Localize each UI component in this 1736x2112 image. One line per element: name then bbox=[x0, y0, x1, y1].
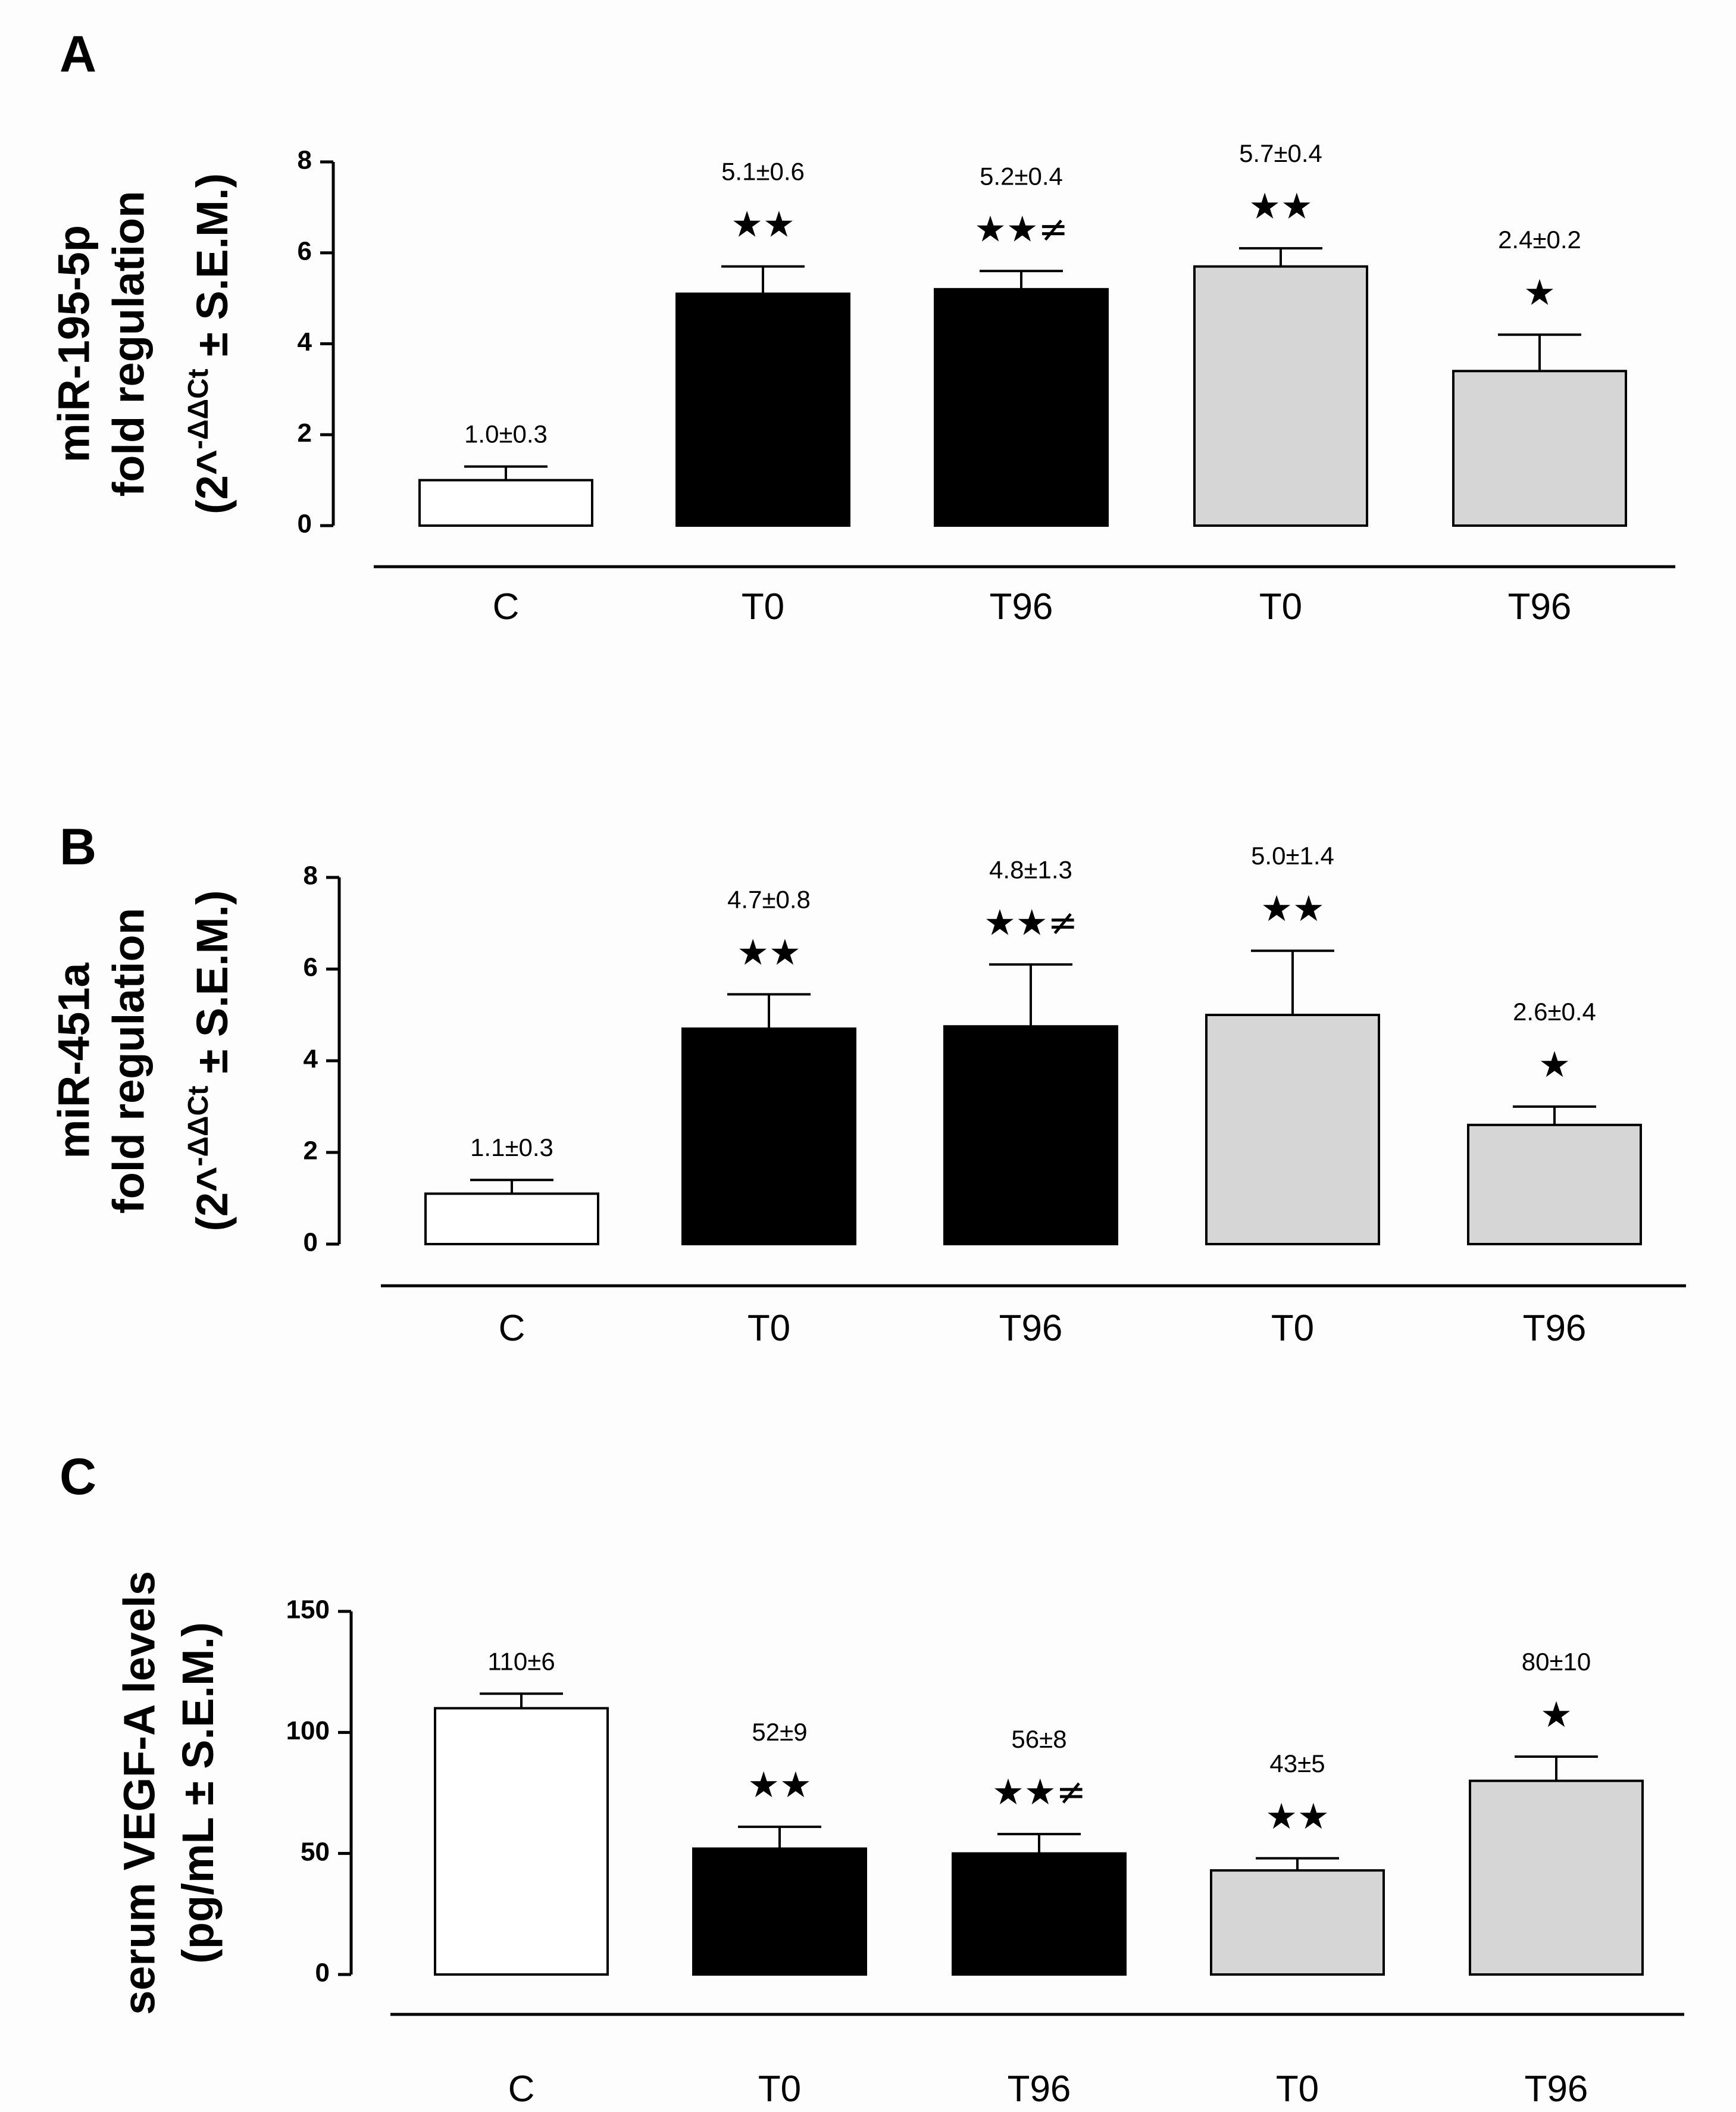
y-axis-unit: (2^-ΔΔCt ± S.E.M.) bbox=[183, 890, 237, 1231]
significance-marker: ★★ bbox=[747, 1764, 812, 1806]
y-tick-label: 6 bbox=[304, 953, 318, 982]
category-label: C bbox=[499, 1308, 526, 1349]
data-label: 43±5 bbox=[1269, 1749, 1325, 1777]
y-axis-label: miR-195-5p bbox=[49, 225, 99, 463]
significance-marker: ★★≠ bbox=[992, 1772, 1086, 1813]
significance-marker: ★ bbox=[1538, 1044, 1571, 1086]
y-tick-label: 4 bbox=[304, 1045, 318, 1074]
significance-marker: ★★≠ bbox=[974, 208, 1068, 250]
category-label: T0 bbox=[747, 1308, 790, 1349]
category-label: T0 bbox=[1259, 586, 1302, 627]
bar bbox=[952, 1852, 1127, 1976]
category-label: T96 bbox=[990, 586, 1053, 627]
data-label: 5.2±0.4 bbox=[980, 162, 1063, 190]
data-label: 56±8 bbox=[1011, 1725, 1066, 1753]
bar bbox=[1193, 265, 1368, 527]
y-tick-label: 2 bbox=[304, 1136, 318, 1166]
data-label: 2.4±0.2 bbox=[1498, 226, 1581, 254]
category-label: T96 bbox=[1008, 2069, 1071, 2110]
y-tick-label: 6 bbox=[298, 236, 312, 265]
y-tick-label: 100 bbox=[286, 1716, 330, 1745]
bar bbox=[418, 479, 593, 527]
significance-marker: ★ bbox=[1540, 1694, 1572, 1736]
significance-marker: ★★ bbox=[1260, 888, 1325, 930]
y-tick-label: 150 bbox=[286, 1595, 330, 1624]
bar bbox=[424, 1192, 599, 1246]
y-tick-label: 8 bbox=[298, 146, 312, 175]
data-label: 52±9 bbox=[752, 1718, 807, 1746]
y-tick-label: 4 bbox=[298, 327, 312, 357]
y-axis-unit: (2^-ΔΔCt ± S.E.M.) bbox=[183, 173, 237, 514]
category-label: C bbox=[508, 2069, 535, 2110]
bar bbox=[1467, 1123, 1642, 1246]
category-label: T0 bbox=[742, 586, 784, 627]
y-axis-label: fold regulation bbox=[104, 191, 154, 497]
y-tick-label: 2 bbox=[298, 418, 312, 448]
data-label: 2.6±0.4 bbox=[1513, 998, 1596, 1026]
bar bbox=[1469, 1779, 1644, 1976]
panel-letter: A bbox=[60, 26, 96, 83]
bar bbox=[1452, 370, 1627, 527]
data-label: 4.7±0.8 bbox=[727, 885, 811, 913]
data-label: 4.8±1.3 bbox=[989, 855, 1072, 883]
significance-marker: ★★ bbox=[1265, 1796, 1330, 1838]
data-label: 1.0±0.3 bbox=[464, 420, 548, 448]
y-tick-label: 50 bbox=[301, 1837, 330, 1866]
bar bbox=[934, 288, 1109, 527]
data-label: 110±6 bbox=[487, 1647, 555, 1675]
data-label: 5.7±0.4 bbox=[1239, 139, 1322, 167]
category-label: T96 bbox=[1508, 586, 1572, 627]
y-axis-label: miR-451a bbox=[49, 963, 99, 1159]
y-tick-label: 0 bbox=[304, 1228, 318, 1257]
significance-marker: ★★ bbox=[1249, 186, 1313, 227]
significance-marker: ★★ bbox=[731, 204, 795, 246]
y-axis-label: fold regulation bbox=[104, 908, 154, 1214]
bar bbox=[675, 292, 850, 527]
y-tick-label: 8 bbox=[304, 861, 318, 891]
category-label: T0 bbox=[1276, 2069, 1319, 2110]
bar bbox=[681, 1027, 856, 1245]
significance-marker: ★★≠ bbox=[984, 902, 1078, 943]
bar bbox=[1210, 1869, 1385, 1976]
y-axis-label: serum VEGF-A levels bbox=[115, 1571, 164, 2015]
y-axis-unit: (pg/mL ± S.E.M.) bbox=[173, 1622, 223, 1964]
data-label: 5.1±0.6 bbox=[721, 158, 805, 186]
category-label: T96 bbox=[1525, 2069, 1588, 2110]
significance-marker: ★★ bbox=[737, 932, 801, 973]
category-label: T0 bbox=[758, 2069, 801, 2110]
data-label: 80±10 bbox=[1522, 1648, 1591, 1676]
data-label: 1.1±0.3 bbox=[470, 1133, 553, 1161]
panel-letter: C bbox=[60, 1448, 96, 1505]
data-label: 5.0±1.4 bbox=[1251, 842, 1334, 870]
bar bbox=[692, 1847, 867, 1976]
significance-marker: ★ bbox=[1524, 272, 1556, 314]
bar bbox=[943, 1025, 1118, 1245]
bar bbox=[1205, 1014, 1380, 1245]
category-label: C bbox=[493, 586, 520, 627]
category-label: T96 bbox=[1523, 1308, 1587, 1349]
y-tick-label: 0 bbox=[315, 1958, 330, 1988]
y-tick-label: 0 bbox=[298, 510, 312, 539]
bar bbox=[434, 1707, 609, 1976]
category-label: T96 bbox=[999, 1308, 1063, 1349]
panel-letter: B bbox=[60, 818, 96, 876]
category-label: T0 bbox=[1271, 1308, 1314, 1349]
